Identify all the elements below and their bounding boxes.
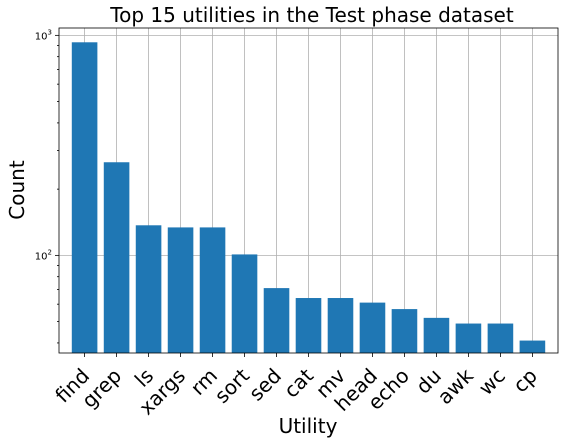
bar-sed <box>263 288 290 353</box>
bar-awk <box>455 323 482 353</box>
y-axis-label: Count <box>5 160 29 220</box>
bar-wc <box>487 323 514 353</box>
x-tick-label: wc <box>474 364 510 400</box>
bar-sort <box>231 254 258 353</box>
bar-find <box>71 42 98 353</box>
bar-grep <box>103 162 130 353</box>
y-ticks: 102 103 <box>35 28 59 344</box>
bar-ls <box>135 225 162 353</box>
bar-rm <box>199 227 226 353</box>
bar-du <box>423 317 450 353</box>
x-tick-label: cp <box>508 364 542 398</box>
y-tick-label: 103 <box>35 28 52 42</box>
bar-cat <box>295 298 322 353</box>
bar-xargs <box>167 227 194 353</box>
x-axis-label: Utility <box>279 414 338 438</box>
grid-layer <box>59 28 558 353</box>
bar-mv <box>327 298 354 353</box>
x-tick-label: awk <box>433 363 479 409</box>
bar-cp <box>519 340 546 353</box>
bars-layer <box>71 42 546 353</box>
y-tick-label: 102 <box>35 248 52 262</box>
bar-head <box>359 302 386 353</box>
bar-echo <box>391 309 418 353</box>
chart-title: Top 15 utilities in the Test phase datas… <box>109 3 514 27</box>
